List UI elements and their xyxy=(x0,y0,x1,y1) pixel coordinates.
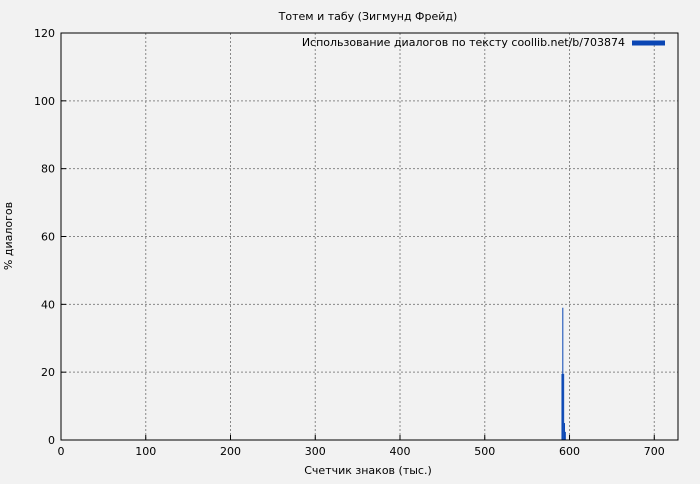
bar xyxy=(561,373,563,440)
chart-title: Тотем и табу (Зигмунд Фрейд) xyxy=(278,10,458,23)
x-tick-label: 600 xyxy=(559,445,580,458)
bar xyxy=(564,423,566,440)
y-tick-label: 60 xyxy=(41,231,55,244)
y-tick-label: 0 xyxy=(48,434,55,447)
y-tick-label: 120 xyxy=(34,27,55,40)
y-tick-label: 40 xyxy=(41,298,55,311)
x-tick-label: 500 xyxy=(474,445,495,458)
x-axis-label: Счетчик знаков (тыс.) xyxy=(304,464,432,477)
x-tick-label: 100 xyxy=(135,445,156,458)
bar xyxy=(564,431,566,440)
x-tick-label: 400 xyxy=(390,445,411,458)
y-tick-label: 80 xyxy=(41,163,55,176)
y-tick-label: 100 xyxy=(34,95,55,108)
y-tick-label: 20 xyxy=(41,366,55,379)
bar xyxy=(563,373,565,440)
x-tick-label: 700 xyxy=(644,445,665,458)
y-axis-label: % диалогов xyxy=(2,202,15,270)
plot-frame xyxy=(60,32,679,441)
bar xyxy=(562,307,564,440)
legend-label: Использование диалогов по тексту coollib… xyxy=(302,36,625,49)
x-tick-label: 0 xyxy=(58,445,65,458)
x-tick-label: 300 xyxy=(305,445,326,458)
x-tick-label: 200 xyxy=(220,445,241,458)
